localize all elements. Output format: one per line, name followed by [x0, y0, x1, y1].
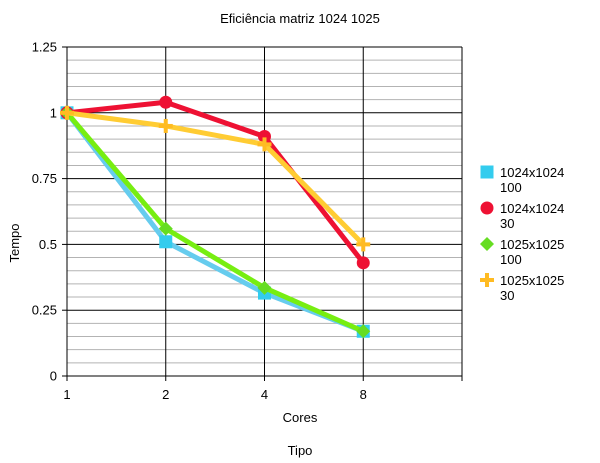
y-tick-label: 0.5 [39, 237, 57, 252]
x-tick-label: 1 [63, 387, 70, 402]
legend-label: 30 [500, 288, 514, 303]
data-point [480, 273, 494, 287]
y-axis-label: Tempo [7, 223, 22, 262]
data-point [356, 237, 371, 252]
x-tick-label: 4 [261, 387, 268, 402]
legend-label: 30 [500, 216, 514, 231]
data-point [257, 280, 272, 295]
series-1 [60, 95, 370, 270]
legend-label: 100 [500, 180, 522, 195]
x-axis-label: Cores [283, 410, 318, 425]
data-point [257, 137, 272, 152]
footer-label: Tipo [288, 443, 313, 458]
data-point-bar-v [361, 237, 366, 252]
data-point-bar-v [163, 118, 168, 133]
legend-label: 1025x1025 [500, 273, 564, 288]
data-point [158, 221, 173, 236]
y-tick-label: 1.25 [32, 40, 57, 55]
data-point [480, 237, 494, 251]
y-tick-label: 1 [50, 105, 57, 120]
data-point [480, 201, 494, 215]
data-point [159, 95, 173, 109]
data-point-bar-v [262, 137, 267, 152]
y-tick-label: 0.75 [32, 171, 57, 186]
series-0 [60, 106, 370, 338]
series-3 [60, 105, 371, 252]
series-line [64, 110, 366, 247]
data-point [158, 118, 173, 133]
y-tick-label: 0 [50, 369, 57, 384]
data-point [60, 105, 74, 120]
data-point [258, 129, 271, 143]
data-point-bar-v [65, 105, 69, 120]
legend-label: 1025x1025 [500, 237, 564, 252]
data-point [356, 324, 371, 339]
y-tick-label: 0.25 [32, 303, 57, 318]
data-point-bar-v [485, 273, 489, 287]
legend-label: 1024x1024 [500, 201, 564, 216]
data-point [480, 165, 494, 179]
grid-lines [67, 46, 463, 376]
legend-label: 1024x1024 [500, 165, 564, 180]
x-tick-label: 8 [360, 387, 367, 402]
axes: 0 0.25 0.5 0.75 1 1.25 1 2 4 8 [32, 40, 463, 402]
series-line [64, 99, 366, 266]
chart-title: Eficiência matriz 1024 1025 [220, 11, 380, 26]
series-2 [60, 105, 371, 339]
series-line [64, 110, 366, 334]
x-tick-label: 2 [162, 387, 169, 402]
data-point [356, 256, 370, 270]
series-group [60, 95, 371, 339]
series-line [64, 110, 366, 334]
legend-label: 100 [500, 252, 522, 267]
legend: 1024x10241001024x1024301025x10251001025x… [480, 165, 564, 303]
data-point [159, 235, 173, 249]
